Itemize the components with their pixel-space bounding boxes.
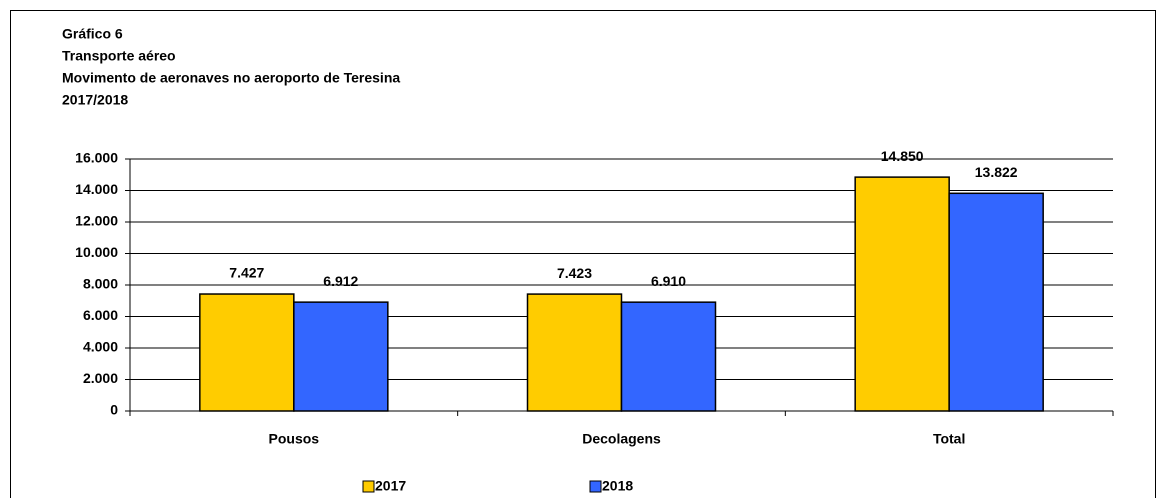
- legend-swatch: [362, 480, 375, 493]
- x-tick-label: Decolagens: [582, 431, 661, 447]
- bar: [199, 293, 295, 412]
- data-label: 6.910: [651, 273, 686, 289]
- y-tick-label: 10.000: [75, 244, 118, 260]
- bar: [526, 293, 623, 412]
- data-label: 14.850: [881, 148, 924, 164]
- y-tick-label: 14.000: [75, 181, 118, 197]
- chart-title: 2017/2018: [62, 92, 128, 108]
- data-label: 13.822: [975, 164, 1018, 180]
- data-label: 7.427: [229, 265, 264, 281]
- chart-title: Movimento de aeronaves no aeroporto de T…: [62, 70, 400, 86]
- bar: [293, 301, 389, 412]
- frame: [10, 10, 1156, 498]
- data-label: 6.912: [323, 273, 358, 289]
- legend-label: 2018: [602, 478, 633, 494]
- y-tick-label: 6.000: [83, 307, 118, 323]
- y-tick-label: 8.000: [83, 276, 118, 292]
- y-tick-label: 2.000: [83, 370, 118, 386]
- x-tick-label: Pousos: [269, 431, 320, 447]
- legend-swatch: [589, 480, 602, 493]
- x-tick-label: Total: [933, 431, 965, 447]
- y-tick-label: 4.000: [83, 339, 118, 355]
- y-tick-label: 16.000: [75, 150, 118, 166]
- data-label: 7.423: [557, 265, 592, 281]
- bar: [620, 301, 717, 412]
- legend-label: 2017: [375, 478, 406, 494]
- chart-title: Gráfico 6: [62, 26, 123, 42]
- y-tick-label: 0: [110, 402, 118, 418]
- chart-title: Transporte aéreo: [62, 48, 176, 64]
- y-tick-label: 12.000: [75, 213, 118, 229]
- bar: [854, 176, 950, 412]
- bar: [948, 192, 1044, 412]
